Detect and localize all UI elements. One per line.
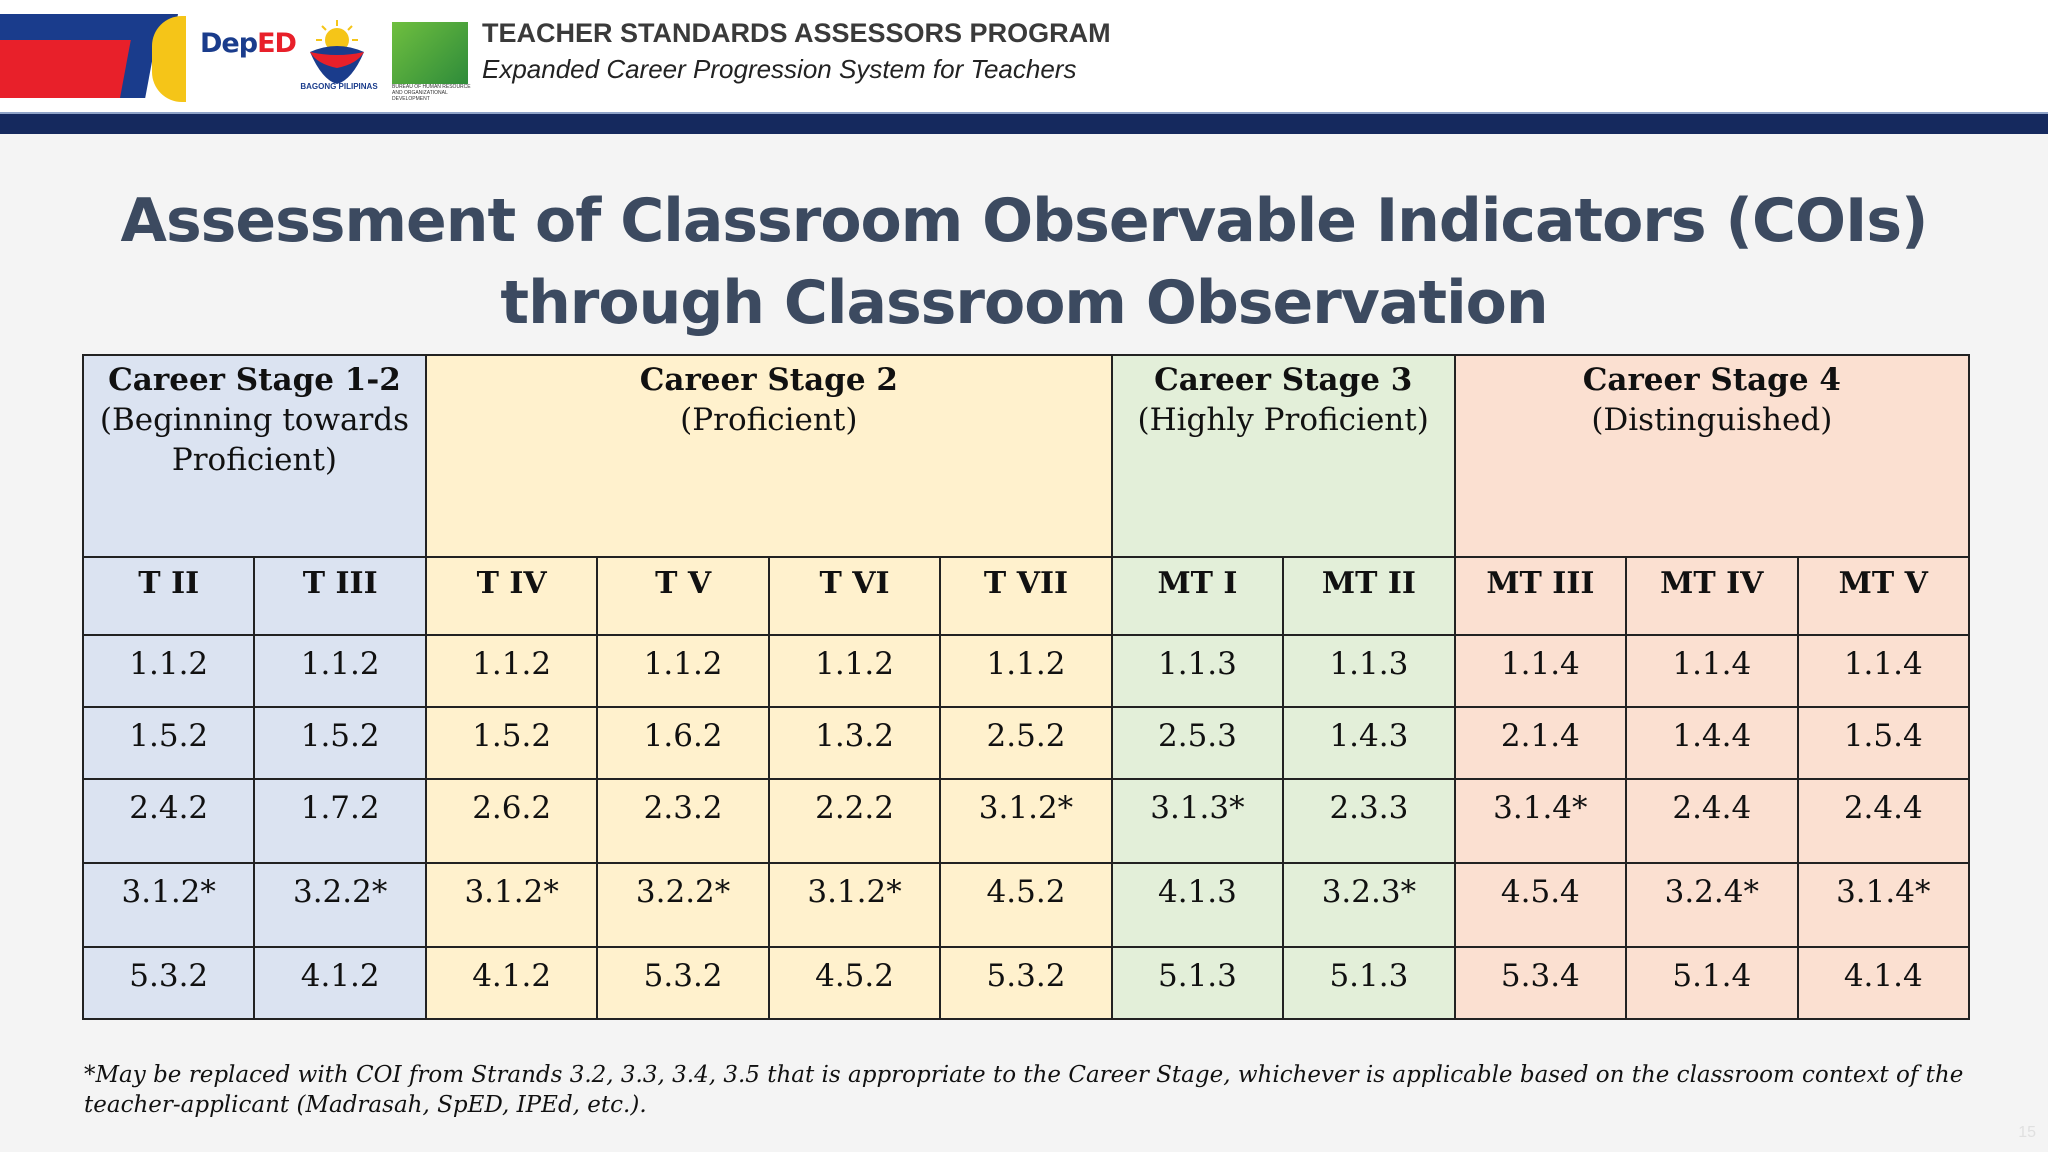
coi-cell: 1.4.4 [1625,706,1799,780]
position-header: MT II [1282,556,1456,636]
coi-cell: 4.5.2 [767,946,942,1020]
coi-cell: 5.3.2 [81,946,256,1020]
coi-cell: 1.1.3 [1110,634,1285,708]
coi-cell: 3.1.2* [81,862,256,948]
coi-cell: 1.1.4 [1796,634,1971,708]
coi-table: Career Stage 1-2 (Beginning towards Prof… [81,354,1971,1020]
coi-cell: 1.5.2 [81,706,256,780]
coi-cell: 5.1.3 [1110,946,1285,1020]
coi-cell: 1.7.2 [253,778,427,864]
position-header: T II [81,556,256,636]
coi-cell: 2.3.2 [596,778,770,864]
coi-cell: 3.1.2* [424,862,599,948]
table-row: 1.5.2 1.5.2 1.5.2 1.6.2 1.3.2 2.5.2 2.5.3 1.4.3… [81,706,1971,780]
coi-cell: 3.2.2* [596,862,770,948]
coi-cell: 2.5.2 [939,706,1113,780]
position-header: MT III [1453,556,1628,636]
coi-cell: 1.5.2 [253,706,427,780]
deped-logo: DepED [200,28,297,59]
coi-cell: 1.1.2 [253,634,427,708]
coi-cell: 1.1.2 [767,634,942,708]
coi-cell: 3.1.2* [939,778,1113,864]
page-number: 15 [2018,1124,2036,1141]
coi-cell: 4.5.4 [1453,862,1628,948]
coi-cell: 3.1.4* [1796,862,1971,948]
page-title: Assessment of Classroom Observable Indic… [0,180,2048,344]
career-stage-2-header: Career Stage 2 (Proficient) [424,354,1113,558]
coi-cell: 2.3.3 [1282,778,1456,864]
coi-cell: 3.2.3* [1282,862,1456,948]
coi-cell: 1.1.4 [1625,634,1799,708]
coi-cell: 2.2.2 [767,778,942,864]
header: DepED BAGONG PILIPINAS BUREAU OF HUMAN R… [0,0,2048,112]
position-header: MT I [1110,556,1285,636]
coi-cell: 4.5.2 [939,862,1113,948]
coi-cell: 3.1.2* [767,862,942,948]
program-title: TEACHER STANDARDS ASSESSORS PROGRAM [482,18,1111,48]
header-divider-bar [0,112,2048,134]
flag-yellow-accent [152,16,186,102]
coi-cell: 2.4.4 [1796,778,1971,864]
career-stage-header-row: Career Stage 1-2 (Beginning towards Prof… [82,354,1971,558]
coi-cell: 5.3.2 [596,946,770,1020]
coi-cell: 2.1.4 [1453,706,1628,780]
coi-cell: 1.1.3 [1282,634,1456,708]
program-subtitle: Expanded Career Progression System for T… [482,54,1077,84]
position-header: T IV [424,556,599,636]
coi-cell: 5.3.2 [939,946,1113,1020]
coi-cell: 1.3.2 [767,706,942,780]
coi-cell: 3.1.3* [1110,778,1285,864]
coi-cell: 2.6.2 [424,778,599,864]
career-stage-4-header: Career Stage 4 (Distinguished) [1453,354,1971,558]
page-title-line-2: through Classroom Observation [500,268,1548,338]
bagong-pilipinas-text: BAGONG PILIPINAS [300,82,378,91]
flag-red-stripe [0,40,140,98]
coi-cell: 4.1.2 [424,946,599,1020]
coi-cell: 2.4.2 [81,778,256,864]
coi-cell: 1.1.2 [81,634,256,708]
bhrod-logo-text: BUREAU OF HUMAN RESOURCE AND ORGANIZATIO… [392,84,471,102]
table-row: 1.1.2 1.1.2 1.1.2 1.1.2 1.1.2 1.1.2 1.1.3 1.1.3… [81,634,1971,708]
career-stage-1-2-header: Career Stage 1-2 (Beginning towards Prof… [82,354,427,558]
coi-cell: 1.1.2 [424,634,599,708]
coi-cell: 3.1.4* [1453,778,1628,864]
table-row: 5.3.2 4.1.2 4.1.2 5.3.2 4.5.2 5.3.2 5.1.3 5.1.3… [81,946,1971,1020]
table-row: 2.4.2 1.7.2 2.6.2 2.3.2 2.2.2 3.1.2* 3.1.3* 2.3… [81,778,1971,864]
coi-cell: 5.1.4 [1625,946,1799,1020]
coi-cell: 1.5.2 [424,706,599,780]
flag-blue-stripe [0,14,178,44]
coi-cell: 1.5.4 [1796,706,1971,780]
position-header: MT IV [1625,556,1799,636]
career-stage-3-header: Career Stage 3 (Highly Proficient) [1110,354,1456,558]
coi-cell: 3.2.2* [253,862,427,948]
coi-cell: 4.1.3 [1110,862,1285,948]
coi-cell: 5.1.3 [1282,946,1456,1020]
coi-cell: 4.1.2 [253,946,427,1020]
coi-cell: 1.1.2 [939,634,1113,708]
page-title-line-1: Assessment of Classroom Observable Indic… [120,186,1929,256]
position-header: T VI [767,556,942,636]
coi-cell: 2.5.3 [1110,706,1285,780]
position-header: MT V [1796,556,1971,636]
coi-cell: 5.3.4 [1453,946,1628,1020]
coi-cell: 1.1.2 [596,634,770,708]
position-header: T V [596,556,770,636]
table-row: 3.1.2* 3.2.2* 3.1.2* 3.2.2* 3.1.2* 4.5.2 4.1.3… [81,862,1971,948]
coi-cell: 1.1.4 [1453,634,1628,708]
coi-cell: 3.2.4* [1625,862,1799,948]
bhrod-logo [392,22,468,84]
coi-cell: 4.1.4 [1796,946,1971,1020]
position-header: T III [253,556,427,636]
coi-cell: 1.6.2 [596,706,770,780]
coi-cell: 1.4.3 [1282,706,1456,780]
position-header: T VII [939,556,1113,636]
position-header-row: T II T III T IV T V T VI T VII MT I MT I… [81,556,1971,636]
bagong-pilipinas-logo [310,20,364,84]
footnote: *May be replaced with COI from Strands 3… [84,1062,1964,1118]
coi-cell: 2.4.4 [1625,778,1799,864]
